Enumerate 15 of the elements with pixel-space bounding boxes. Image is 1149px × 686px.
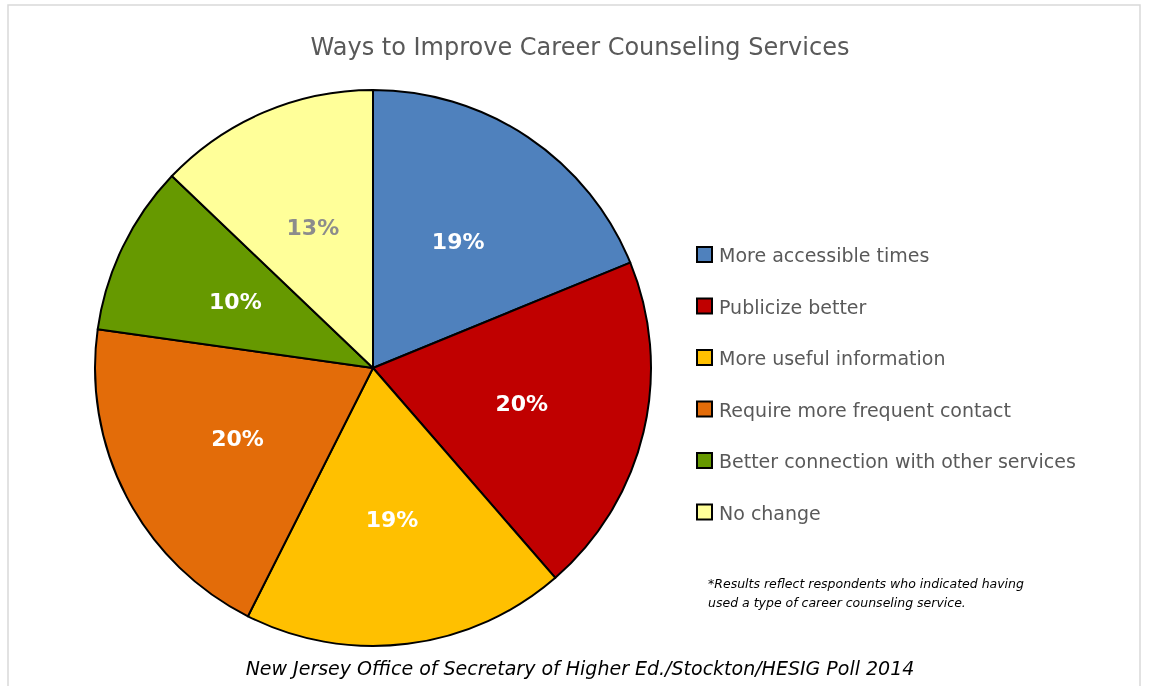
legend-label: Better connection with other services [719, 450, 1076, 472]
data-label: 13% [286, 214, 340, 240]
data-label: 20% [495, 390, 549, 416]
legend-label: Require more frequent contact [719, 398, 1011, 421]
legend-label: Publicize better [719, 295, 867, 318]
data-label: 10% [209, 288, 262, 314]
data-label: 20% [211, 426, 264, 452]
legend-label: More useful information [719, 347, 946, 369]
data-label: 19% [365, 507, 419, 533]
data-label: 19% [431, 228, 485, 254]
legend-label: More accessible times [719, 244, 930, 266]
chart-title: Ways to Improve Career Counseling Services [310, 33, 850, 61]
legend-label: No change [719, 501, 821, 524]
text: *Results reflect respondents who indicated having used a type of career counseling service. [708, 576, 1025, 610]
text: New Jersey Office of Secretary of Higher Ed./Stockton/HESIG Poll 2014 [245, 657, 915, 679]
